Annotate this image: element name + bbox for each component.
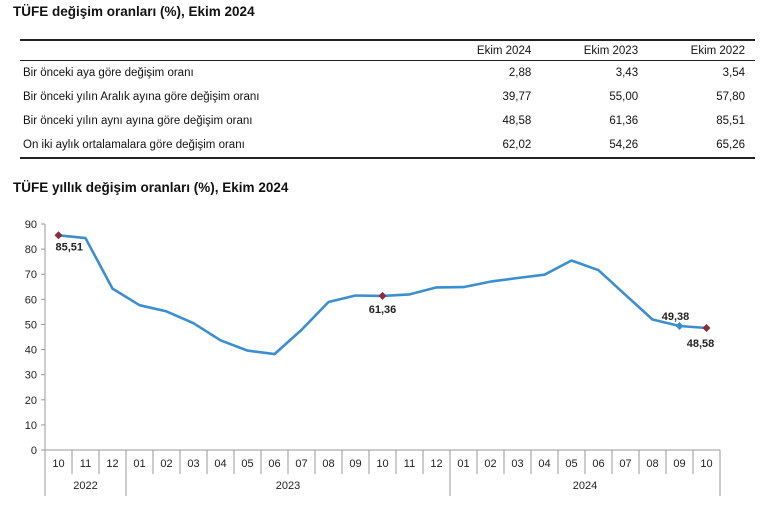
y-tick-label: 10 (25, 420, 37, 432)
table-cell: 54,26 (609, 139, 639, 151)
y-tick-label: 80 (25, 244, 37, 256)
row-label: Bir önceki yılın aynı ayına göre değişim… (23, 115, 253, 127)
data-label: 49,38 (662, 311, 690, 323)
y-tick-label: 50 (25, 319, 37, 331)
stats-table: Ekim 2024 Ekim 2023 Ekim 2022 Bir önceki… (20, 39, 755, 159)
x-tick-label: 11 (80, 458, 91, 470)
table-row: On iki aylık ortalamalara göre değişim o… (20, 133, 755, 158)
x-tick-label: 07 (295, 458, 307, 470)
y-tick-label: 40 (25, 345, 37, 357)
x-tick-label: 08 (322, 458, 334, 470)
x-tick-label: 05 (565, 458, 577, 470)
data-point-marker (675, 322, 684, 331)
y-tick-label: 60 (25, 294, 37, 306)
row-label: Bir önceki yılın Aralık ayına göre değiş… (23, 91, 260, 103)
table-cell: 48,58 (502, 115, 532, 127)
table-cell: 55,00 (609, 91, 639, 103)
table-row: Bir önceki aya göre değişim oranı 2,88 3… (20, 61, 755, 86)
data-label: 61,36 (369, 304, 397, 316)
x-tick-label: 12 (106, 458, 118, 470)
table-cell: 3,43 (615, 67, 639, 79)
y-tick-label: 90 (25, 219, 37, 231)
x-tick-label: 10 (700, 458, 712, 470)
x-tick-label: 01 (457, 458, 469, 470)
y-tick-label: 0 (31, 445, 37, 457)
column-header: Ekim 2022 (690, 44, 745, 57)
year-label: 2024 (573, 480, 597, 492)
year-label: 2022 (73, 480, 97, 492)
column-header: Ekim 2023 (583, 44, 639, 57)
table-cell: 62,02 (502, 139, 532, 151)
data-point-marker (378, 291, 387, 300)
x-tick-label: 01 (133, 458, 145, 470)
table-title: TÜFE değişim oranları (%), Ekim 2024 (13, 4, 255, 19)
row-label: On iki aylık ortalamalara göre değişim o… (23, 139, 245, 151)
x-tick-label: 02 (484, 458, 496, 470)
x-tick-label: 05 (241, 458, 253, 470)
data-point-marker (702, 324, 711, 333)
x-tick-label: 03 (511, 458, 523, 470)
data-point-marker (54, 231, 63, 240)
x-tick-label: 12 (430, 458, 442, 470)
table-row: Bir önceki yılın Aralık ayına göre değiş… (20, 85, 755, 109)
column-header (20, 40, 434, 61)
x-tick-label: 04 (538, 458, 550, 470)
table-cell: 2,88 (508, 67, 532, 79)
x-tick-label: 11 (404, 458, 415, 470)
data-label: 85,51 (56, 241, 84, 253)
y-tick-label: 70 (25, 269, 37, 281)
x-tick-label: 06 (592, 458, 604, 470)
table-cell: 85,51 (716, 115, 745, 127)
column-header: Ekim 2024 (476, 44, 532, 57)
table-cell: 57,80 (716, 91, 745, 103)
x-tick-label: 08 (646, 458, 658, 470)
x-tick-label: 06 (268, 458, 280, 470)
data-label: 48,58 (687, 338, 715, 350)
table-cell: 3,54 (722, 67, 745, 79)
table-cell: 61,36 (609, 115, 639, 127)
y-tick-label: 20 (25, 395, 37, 407)
row-label: Bir önceki aya göre değişim oranı (23, 67, 194, 79)
chart-title: TÜFE yıllık değişim oranları (%), Ekim 2… (13, 180, 289, 195)
table-cell: 65,26 (716, 139, 745, 151)
y-tick-label: 30 (25, 370, 37, 382)
table-cell: 39,77 (502, 91, 532, 103)
x-tick-label: 09 (673, 458, 685, 470)
x-tick-label: 03 (187, 458, 199, 470)
x-tick-label: 07 (619, 458, 631, 470)
table-row: Bir önceki yılın aynı ayına göre değişim… (20, 109, 755, 133)
x-tick-label: 09 (349, 458, 361, 470)
x-tick-label: 02 (160, 458, 172, 470)
table-header-row: Ekim 2024 Ekim 2023 Ekim 2022 (20, 40, 755, 61)
x-tick-label: 10 (52, 458, 64, 470)
x-tick-label: 04 (214, 458, 226, 470)
x-tick-label: 10 (376, 458, 388, 470)
year-label: 2023 (276, 480, 300, 492)
